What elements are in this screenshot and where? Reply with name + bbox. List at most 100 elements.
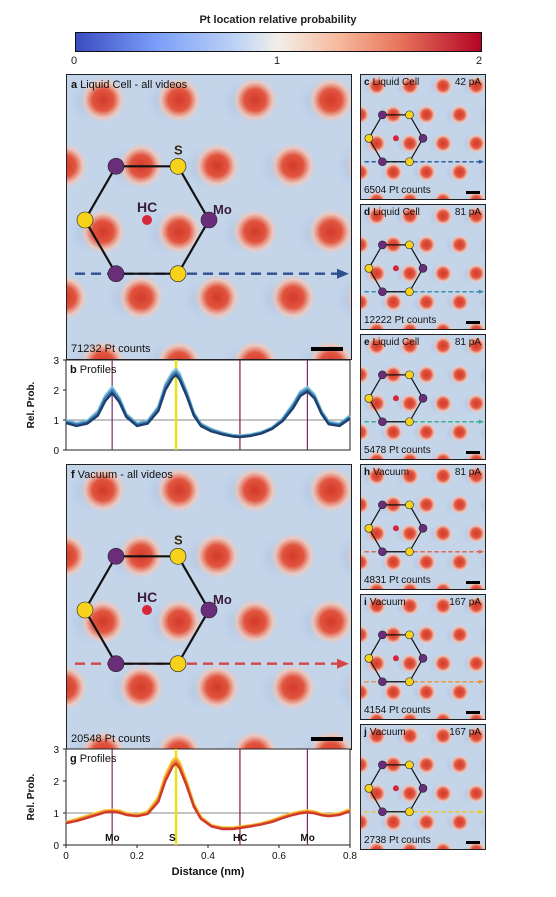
molybdenum-atom [200,211,218,229]
molybdenum-atom [107,265,125,282]
probability-map [361,335,485,459]
high-probability-spot [399,725,421,747]
mo-label: Mo [213,592,232,607]
high-probability-spot [482,555,485,570]
beam-current: 81 pA [454,207,481,218]
low-probability-spot [476,624,485,647]
sulfur-atom [169,265,187,282]
probability-map [361,75,485,199]
high-probability-spot [399,465,421,487]
sulfur-atom [169,548,187,565]
high-probability-spot [416,364,437,386]
colorbar-title: Pt location relative probability [199,14,357,26]
colorbar-tick: 1 [274,55,281,67]
x-tick-label: 0.4 [201,851,215,862]
molybdenum-atom [378,630,387,640]
sulfur-atom [405,547,414,557]
sulfur-atom [169,158,187,175]
high-probability-spot [432,782,454,804]
high-probability-spot [366,190,388,199]
high-probability-spot [345,539,351,572]
probability-map [361,205,485,329]
pt-count: 12222 Pt counts [364,315,437,326]
high-probability-spot [399,205,421,227]
low-probability-spot [331,531,351,583]
high-probability-spot [67,141,89,190]
high-probability-spot [399,190,421,199]
beam-current: 42 pA [454,77,481,88]
sulfur-atom [405,287,414,297]
sulfur-atom [405,630,414,640]
high-probability-spot [231,466,279,514]
high-probability-spot [399,522,421,544]
high-probability-spot [416,811,437,833]
arrow-head [337,658,349,669]
y-tick-label: 2 [53,777,59,788]
high-probability-spot [432,465,454,487]
pt-count: 2738 Pt counts [364,835,431,846]
high-probability-spot [482,367,485,382]
high-probability-spot [399,335,421,357]
high-probability-spot [399,710,421,719]
profile-series-line [65,762,351,831]
high-probability-spot [231,729,279,749]
sulfur-atom [169,655,187,672]
scale-bar [466,581,480,584]
high-probability-spot [449,161,471,183]
high-probability-spot [482,425,485,440]
high-probability-spot [432,652,454,674]
high-probability-spot [399,595,421,617]
high-probability-spot [361,161,371,183]
low-probability-spot [476,811,485,834]
high-probability-spot [155,76,203,124]
molybdenum-atom [418,394,428,403]
molybdenum-atom [418,134,428,143]
sulfur-atom [405,677,414,687]
probability-map: HC S Mo [67,465,351,749]
high-probability-spot [366,335,388,357]
high-probability-spot [399,450,421,459]
high-probability-spot [155,729,203,749]
pt-count: 4831 Pt counts [364,575,431,586]
molybdenum-atom [378,110,387,120]
high-probability-spot [449,624,471,646]
heatmap-panel-f: HC S Mo f Vacuum - all videos 20548 Pt coun… [66,464,352,750]
high-probability-spot [465,392,485,414]
high-probability-spot [361,551,371,573]
high-probability-spot [416,681,437,703]
pt-count: 5478 Pt counts [364,445,431,456]
probability-map: HC S Mo [67,75,351,359]
high-probability-spot [449,104,471,126]
arrow-head [478,289,485,294]
high-probability-spot [449,364,471,386]
profile-series-line [65,373,351,439]
x-tick-label: 0.6 [272,851,286,862]
hollow-center-marker [142,605,152,615]
molybdenum-atom [378,760,387,770]
high-probability-spot [465,522,485,544]
hollow-center-marker [392,265,399,272]
high-probability-spot [155,466,203,514]
high-probability-spot [345,671,351,704]
low-probability-spot [476,234,485,257]
high-probability-spot [366,75,388,97]
high-probability-spot [117,663,165,712]
high-probability-spot [366,710,388,719]
high-probability-spot [399,392,421,414]
high-probability-spot [361,364,371,386]
molybdenum-atom [378,287,387,297]
low-probability-spot [476,551,485,574]
high-probability-spot [465,132,485,154]
atom-position-label: Mo [105,833,119,844]
panel-title: i Vacuum [364,597,406,608]
low-probability-spot [476,104,485,127]
high-probability-spot [432,335,454,357]
probability-map [361,595,485,719]
high-probability-spot [382,421,404,443]
high-probability-spot [79,76,127,124]
high-probability-spot [465,205,485,227]
panel-title: j Vacuum [364,727,406,738]
high-probability-spot [361,624,371,646]
hc-label: HC [137,589,157,605]
high-probability-spot [382,811,404,833]
